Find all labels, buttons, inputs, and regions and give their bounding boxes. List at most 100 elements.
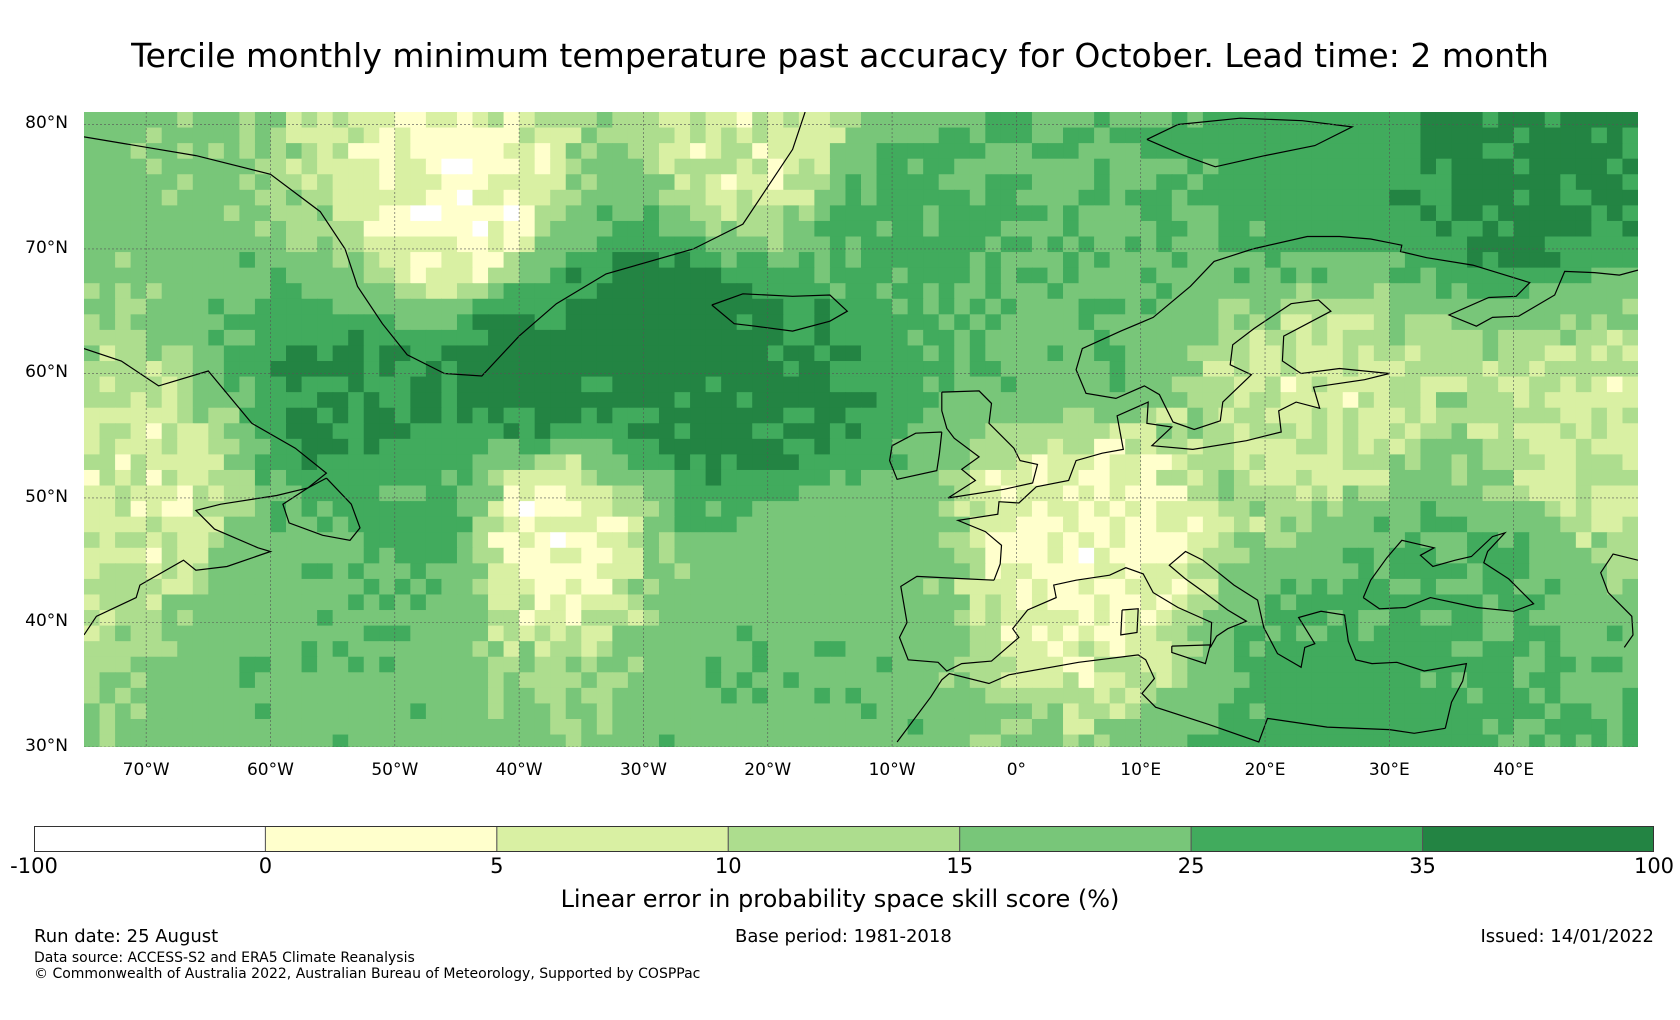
skill-cell [565, 641, 582, 658]
skill-cell [1063, 656, 1080, 673]
map-panel[interactable] [84, 112, 1638, 747]
skill-cell [1560, 127, 1577, 144]
skill-cell [286, 174, 303, 191]
skill-cell [565, 734, 582, 747]
skill-cell [1125, 672, 1142, 689]
skill-cell [1249, 641, 1266, 658]
skill-cell [581, 267, 598, 284]
skill-cell [674, 127, 691, 144]
skill-cell [1420, 578, 1437, 596]
skill-cell [317, 407, 334, 424]
skill-cell [907, 501, 924, 518]
skill-cell [658, 220, 676, 238]
skill-cell [1000, 376, 1017, 393]
skill-cell [363, 438, 380, 456]
skill-cell [301, 127, 318, 144]
skill-cell [783, 718, 800, 736]
skill-cell [596, 314, 613, 331]
skill-cell [783, 501, 800, 518]
skill-cell [1280, 703, 1297, 720]
skill-cell [798, 547, 815, 564]
skill-cell [674, 687, 691, 705]
skill-cell [1529, 252, 1546, 269]
skill-cell [99, 547, 116, 564]
skill-cell [208, 594, 225, 611]
skill-cell [954, 734, 971, 747]
skill-cell [488, 392, 505, 409]
skill-cell [1063, 376, 1080, 393]
skill-cell [705, 143, 722, 160]
skill-cell [301, 578, 318, 596]
skill-cell [581, 578, 598, 596]
skill-cell [1560, 361, 1577, 378]
skill-cell [1373, 501, 1390, 518]
skill-cell [1529, 656, 1546, 673]
skill-cell [1296, 454, 1313, 471]
skill-cell [1358, 703, 1375, 720]
skill-cell [674, 423, 691, 440]
skill-cell [1218, 610, 1235, 627]
skill-cell [752, 127, 769, 144]
skill-cell [1249, 112, 1266, 129]
skill-cell [954, 127, 971, 144]
skill-cell [472, 267, 489, 284]
skill-cell [1451, 718, 1468, 736]
skill-cell [146, 734, 163, 747]
skill-cell [254, 423, 272, 440]
skill-cell [876, 423, 893, 440]
skill-cell [1606, 267, 1624, 284]
skill-cell [985, 594, 1002, 611]
skill-cell [690, 734, 707, 747]
skill-cell [270, 703, 287, 720]
skill-cell [1094, 718, 1111, 736]
skill-cell [1560, 143, 1577, 160]
skill-cell [456, 532, 474, 549]
skill-cell [1000, 174, 1017, 191]
skill-cell [581, 438, 598, 456]
skill-cell [239, 563, 256, 580]
skill-cell [503, 625, 520, 642]
skill-cell [596, 143, 613, 160]
skill-cell [752, 578, 769, 596]
skill-cell [1140, 329, 1157, 347]
skill-cell [1435, 672, 1453, 689]
skill-cell [1047, 329, 1064, 347]
skill-cell [472, 423, 489, 440]
skill-cell [301, 283, 318, 300]
skill-cell [1296, 547, 1313, 564]
skill-cell [1358, 392, 1375, 409]
skill-cell [84, 143, 101, 160]
skill-cell [301, 267, 318, 284]
skill-cell [161, 532, 178, 549]
skill-cell [1482, 283, 1499, 300]
skill-cell [876, 174, 893, 191]
skill-cell [1094, 143, 1111, 160]
skill-cell [534, 189, 551, 206]
skill-cell [829, 283, 847, 300]
skill-cell [969, 252, 986, 269]
skill-cell [519, 329, 536, 347]
skill-cell [332, 656, 349, 673]
skill-cell [954, 718, 971, 736]
skill-cell [519, 718, 536, 736]
skill-cell [1233, 687, 1251, 705]
skill-cell [456, 423, 474, 440]
skill-cell [1047, 516, 1064, 533]
skill-cell [985, 563, 1002, 580]
skill-cell [1031, 267, 1049, 284]
skill-cell [721, 501, 738, 518]
skill-cell [1513, 656, 1530, 673]
skill-cell [627, 361, 645, 378]
skill-cell [1498, 205, 1515, 222]
skill-cell [721, 158, 738, 175]
skill-cell [690, 423, 707, 440]
skill-cell [1016, 283, 1033, 300]
skill-cell [783, 236, 800, 253]
skill-cell [612, 267, 629, 284]
skill-cell [1529, 407, 1546, 424]
skill-cell [938, 376, 955, 393]
skill-cell [192, 532, 209, 549]
skill-cell [1202, 189, 1220, 206]
skill-cell [907, 641, 924, 658]
skill-cell [845, 594, 862, 611]
